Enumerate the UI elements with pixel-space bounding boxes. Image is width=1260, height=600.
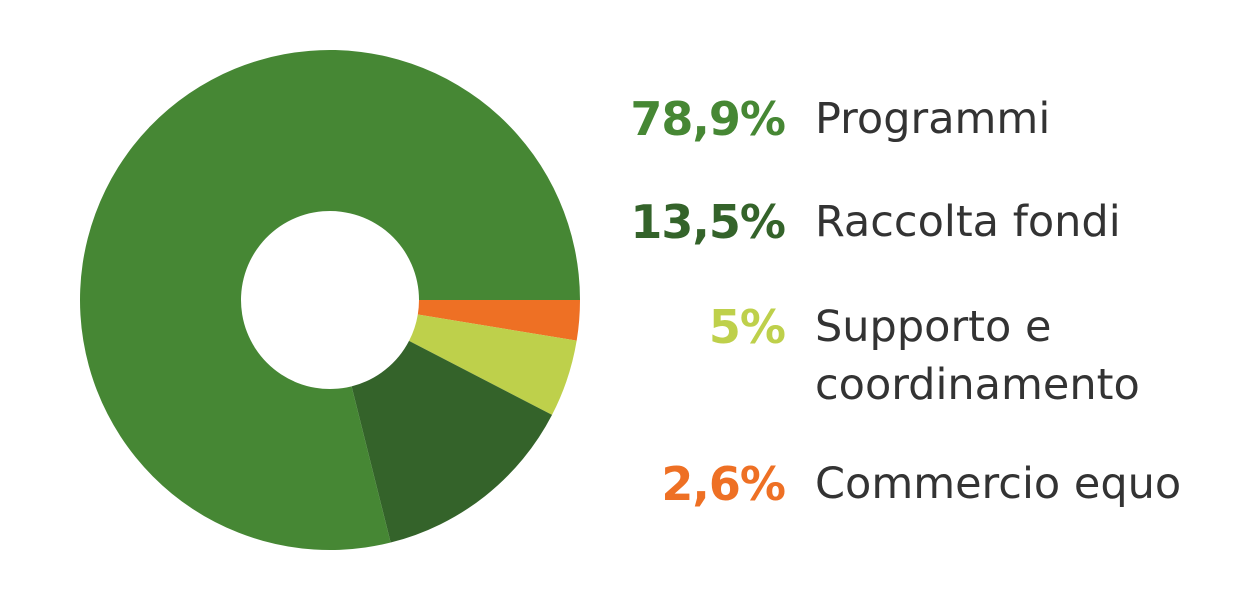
legend-label-supporto: Supporto e coordinamento [815, 298, 1140, 414]
slice-commercio-equo [417, 300, 580, 341]
legend-percent-commercio-equo: 2,6% [661, 457, 786, 511]
legend-percent-supporto: 5% [708, 300, 786, 354]
legend: 78,9% Programmi 13,5% Raccolta fondi 5% … [600, 0, 1260, 600]
legend-percent-programmi: 78,9% [630, 92, 786, 146]
slice-programmi [80, 50, 581, 551]
legend-label-supporto-line-1: Supporto e [815, 302, 1052, 352]
legend-label-programmi: Programmi [815, 94, 1051, 144]
legend-percent-raccolta-fondi: 13,5% [630, 195, 786, 249]
slice-raccolta-fondi [351, 340, 553, 543]
donut-chart [80, 50, 581, 551]
slice-supporto [409, 314, 577, 415]
legend-label-supporto-line-2: coordinamento [815, 360, 1140, 410]
legend-label-commercio-equo: Commercio equo [815, 459, 1182, 509]
legend-label-raccolta-fondi: Raccolta fondi [815, 197, 1121, 247]
